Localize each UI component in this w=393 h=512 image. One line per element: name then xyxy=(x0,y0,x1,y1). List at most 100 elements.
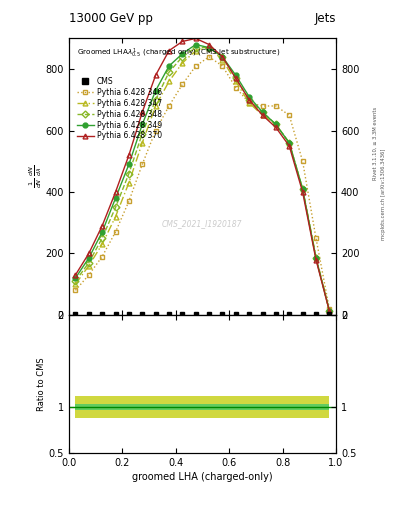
Pythia 6.428 349 xyxy=(153,88,158,94)
Pythia 6.428 370 xyxy=(207,41,211,48)
Pythia 6.428 347 xyxy=(220,57,225,63)
Pythia 6.428 347 xyxy=(247,100,252,106)
Line: Pythia 6.428 346: Pythia 6.428 346 xyxy=(73,54,332,311)
Pythia 6.428 347 xyxy=(113,214,118,220)
Line: Pythia 6.428 348: Pythia 6.428 348 xyxy=(73,45,332,313)
Pythia 6.428 349 xyxy=(233,72,238,78)
Pythia 6.428 348 xyxy=(113,204,118,210)
Pythia 6.428 349 xyxy=(247,94,252,100)
Pythia 6.428 347 xyxy=(314,253,318,260)
Line: Pythia 6.428 370: Pythia 6.428 370 xyxy=(73,36,332,313)
Pythia 6.428 370 xyxy=(260,112,265,118)
Pythia 6.428 349 xyxy=(193,41,198,48)
Pythia 6.428 349 xyxy=(127,161,131,167)
Pythia 6.428 346 xyxy=(100,253,105,260)
Pythia 6.428 348 xyxy=(247,97,252,103)
Pythia 6.428 347 xyxy=(193,48,198,54)
Pythia 6.428 347 xyxy=(233,78,238,84)
Pythia 6.428 346 xyxy=(327,306,332,312)
Pythia 6.428 347 xyxy=(327,307,332,313)
Pythia 6.428 349 xyxy=(180,51,185,57)
Line: Pythia 6.428 347: Pythia 6.428 347 xyxy=(73,45,332,313)
Pythia 6.428 346 xyxy=(167,103,171,109)
Pythia 6.428 370 xyxy=(247,97,252,103)
Pythia 6.428 370 xyxy=(327,308,332,314)
Pythia 6.428 348 xyxy=(100,235,105,241)
Pythia 6.428 347 xyxy=(140,140,145,146)
Pythia 6.428 349 xyxy=(86,255,91,261)
Pythia 6.428 370 xyxy=(314,257,318,263)
Pythia 6.428 348 xyxy=(180,54,185,60)
Pythia 6.428 347 xyxy=(274,121,278,127)
Pythia 6.428 346 xyxy=(233,84,238,91)
Pythia 6.428 348 xyxy=(73,278,78,284)
Pythia 6.428 347 xyxy=(167,78,171,84)
Text: Groomed LHA$\lambda^1_{0.5}$ (charged only) (CMS jet substructure): Groomed LHA$\lambda^1_{0.5}$ (charged on… xyxy=(77,47,280,60)
Text: mcplots.cern.ch [arXiv:1306.3436]: mcplots.cern.ch [arXiv:1306.3436] xyxy=(381,149,386,240)
Pythia 6.428 347 xyxy=(180,60,185,66)
Pythia 6.428 348 xyxy=(287,140,292,146)
Pythia 6.428 346 xyxy=(113,229,118,235)
Pythia 6.428 370 xyxy=(100,223,105,229)
Pythia 6.428 370 xyxy=(300,189,305,195)
X-axis label: groomed LHA (charged-only): groomed LHA (charged-only) xyxy=(132,472,273,482)
Pythia 6.428 346 xyxy=(207,54,211,60)
Pythia 6.428 346 xyxy=(274,103,278,109)
Pythia 6.428 348 xyxy=(153,97,158,103)
Pythia 6.428 370 xyxy=(167,48,171,54)
Pythia 6.428 348 xyxy=(140,131,145,137)
Pythia 6.428 349 xyxy=(73,275,78,281)
Line: Pythia 6.428 349: Pythia 6.428 349 xyxy=(73,42,332,313)
Pythia 6.428 370 xyxy=(180,38,185,45)
Pythia 6.428 347 xyxy=(300,186,305,192)
Pythia 6.428 370 xyxy=(86,250,91,257)
Pythia 6.428 370 xyxy=(220,54,225,60)
Pythia 6.428 348 xyxy=(260,109,265,115)
Pythia 6.428 346 xyxy=(73,287,78,293)
Pythia 6.428 346 xyxy=(300,158,305,164)
Pythia 6.428 349 xyxy=(113,195,118,201)
Pythia 6.428 347 xyxy=(73,281,78,287)
Pythia 6.428 348 xyxy=(86,260,91,266)
Text: CMS_2021_I1920187: CMS_2021_I1920187 xyxy=(162,219,242,228)
Text: Jets: Jets xyxy=(314,12,336,25)
Pythia 6.428 347 xyxy=(287,140,292,146)
Text: Rivet 3.1.10, ≥ 3.3M events: Rivet 3.1.10, ≥ 3.3M events xyxy=(373,106,378,180)
Text: 13000 GeV pp: 13000 GeV pp xyxy=(69,12,152,25)
Pythia 6.428 346 xyxy=(247,100,252,106)
Pythia 6.428 349 xyxy=(274,121,278,127)
Pythia 6.428 348 xyxy=(233,75,238,81)
Pythia 6.428 348 xyxy=(314,255,318,261)
Pythia 6.428 348 xyxy=(167,69,171,75)
Pythia 6.428 347 xyxy=(127,180,131,186)
Pythia 6.428 370 xyxy=(153,72,158,78)
Pythia 6.428 349 xyxy=(260,109,265,115)
Pythia 6.428 349 xyxy=(140,121,145,127)
Pythia 6.428 349 xyxy=(314,255,318,261)
Legend: CMS, Pythia 6.428 346, Pythia 6.428 347, Pythia 6.428 348, Pythia 6.428 349, Pyt: CMS, Pythia 6.428 346, Pythia 6.428 347,… xyxy=(75,75,163,142)
Pythia 6.428 346 xyxy=(220,63,225,69)
Pythia 6.428 348 xyxy=(274,121,278,127)
Pythia 6.428 348 xyxy=(193,45,198,51)
Pythia 6.428 347 xyxy=(86,263,91,269)
Pythia 6.428 346 xyxy=(314,235,318,241)
Pythia 6.428 370 xyxy=(274,124,278,131)
Pythia 6.428 349 xyxy=(167,63,171,69)
Pythia 6.428 347 xyxy=(260,112,265,118)
Y-axis label: $\frac{1}{dN}$ $\frac{dN}{d\lambda}$: $\frac{1}{dN}$ $\frac{dN}{d\lambda}$ xyxy=(28,165,44,188)
Pythia 6.428 346 xyxy=(153,127,158,134)
Pythia 6.428 348 xyxy=(127,170,131,177)
Pythia 6.428 349 xyxy=(207,45,211,51)
Pythia 6.428 349 xyxy=(287,140,292,146)
Pythia 6.428 348 xyxy=(207,45,211,51)
Pythia 6.428 346 xyxy=(86,272,91,278)
Pythia 6.428 348 xyxy=(327,308,332,314)
Pythia 6.428 370 xyxy=(140,109,145,115)
Pythia 6.428 346 xyxy=(180,81,185,88)
Pythia 6.428 370 xyxy=(193,35,198,41)
Pythia 6.428 349 xyxy=(220,54,225,60)
Pythia 6.428 348 xyxy=(220,54,225,60)
Y-axis label: Ratio to CMS: Ratio to CMS xyxy=(37,357,46,411)
Pythia 6.428 347 xyxy=(207,45,211,51)
Pythia 6.428 347 xyxy=(153,103,158,109)
